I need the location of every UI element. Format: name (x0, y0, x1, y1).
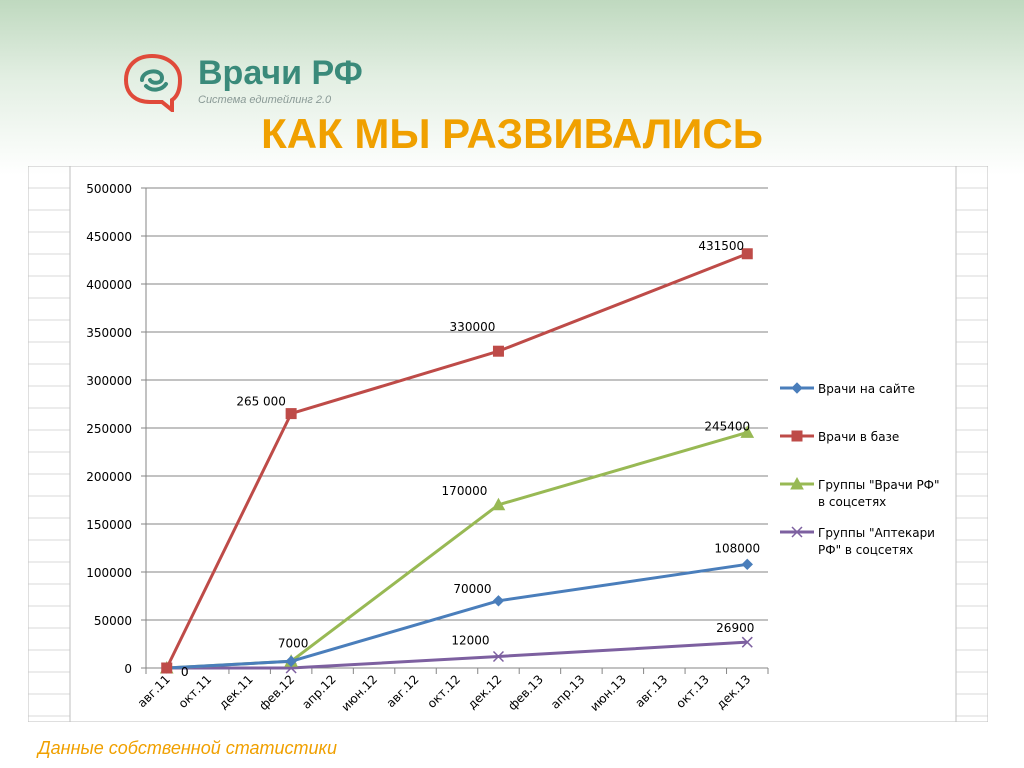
y-tick-label: 0 (124, 662, 132, 676)
data-point-marker (790, 476, 804, 490)
y-tick-label: 50000 (94, 614, 132, 628)
data-point-marker (285, 655, 297, 667)
data-point-marker (492, 345, 504, 357)
data-point-marker (791, 526, 803, 538)
chart-frame: 0 50000 100000 150000 200000 250000 300000 3500… (27, 165, 989, 723)
y-tick-label: 250000 (86, 422, 132, 436)
data-label: 108000 (714, 541, 760, 555)
y-tick-label: 300000 (86, 374, 132, 388)
y-tick-labels: 0 50000 100000 150000 200000 250000 300000 3500… (86, 182, 132, 676)
legend-item-4: Группы "Аптекари РФ" в соцсетях (780, 526, 935, 557)
legend-label: Врачи в базе (818, 430, 899, 444)
legend-item-1: Врачи на сайте (780, 382, 915, 396)
data-label: 12000 (451, 633, 489, 647)
legend: Врачи на сайте Врачи в базе Группы "Врачи … (780, 382, 940, 557)
plot-area-background (69, 165, 957, 723)
legend-label: Врачи на сайте (818, 382, 915, 396)
logo-text: Врачи РФ (198, 54, 363, 92)
data-label: 245400 (704, 419, 750, 433)
logo: Врачи РФ Система едитейлинг 2.0 (122, 52, 422, 112)
data-labels: 12000 26900 170000 245400 7000 70000 108000 0 26… (181, 239, 760, 679)
data-point-marker (492, 650, 504, 663)
legend-label: в соцсетях (818, 495, 886, 509)
legend-item-3: Группы "Врачи РФ" в соцсетях (780, 476, 940, 509)
data-point-marker (741, 636, 753, 648)
footnote: Данные собственной статистики (38, 738, 338, 758)
data-label: 0 (181, 665, 189, 679)
y-tick-label: 100000 (86, 566, 132, 580)
data-label: 431500 (698, 239, 744, 253)
legend-item-2: Врачи в базе (780, 430, 899, 444)
page-title: КАК МЫ РАЗВИВАЛИСЬ (261, 110, 763, 157)
gridlines (141, 187, 768, 669)
data-label: 330000 (450, 320, 496, 334)
line-chart: 0 50000 100000 150000 200000 250000 300000 3500… (27, 165, 989, 723)
legend-label: Группы "Аптекари (818, 526, 935, 540)
series-2 (161, 248, 753, 674)
header-background (0, 0, 1024, 175)
data-label: 7000 (278, 636, 309, 650)
y-tick-label: 350000 (86, 326, 132, 340)
data-point-marker (740, 425, 755, 438)
data-point-marker (741, 558, 753, 571)
logo-icon (123, 53, 183, 112)
data-label: 265 000 (236, 395, 286, 409)
legend-label: Группы "Врачи РФ" (818, 478, 940, 492)
data-point-marker (285, 408, 297, 420)
logo-subtitle: Система едитейлинг 2.0 (198, 94, 332, 106)
data-label: 170000 (442, 484, 488, 498)
data-point-marker (492, 595, 505, 607)
y-tick-label: 450000 (86, 230, 132, 244)
data-point-marker (161, 662, 173, 674)
series-line (165, 252, 748, 669)
data-point-marker (791, 430, 803, 442)
y-tick-label: 500000 (86, 182, 132, 196)
legend-label: РФ" в соцсетях (818, 543, 913, 557)
data-point-marker (791, 382, 803, 394)
series-group (159, 248, 755, 674)
y-tick-label: 150000 (86, 518, 132, 532)
data-label: 26900 (716, 621, 754, 635)
data-label: 70000 (453, 582, 491, 596)
series-line (166, 562, 748, 670)
y-tick-label: 400000 (86, 278, 132, 292)
data-point-marker (491, 497, 506, 511)
data-point-marker (741, 248, 753, 260)
series-line (166, 640, 748, 670)
y-tick-label: 200000 (86, 470, 132, 484)
